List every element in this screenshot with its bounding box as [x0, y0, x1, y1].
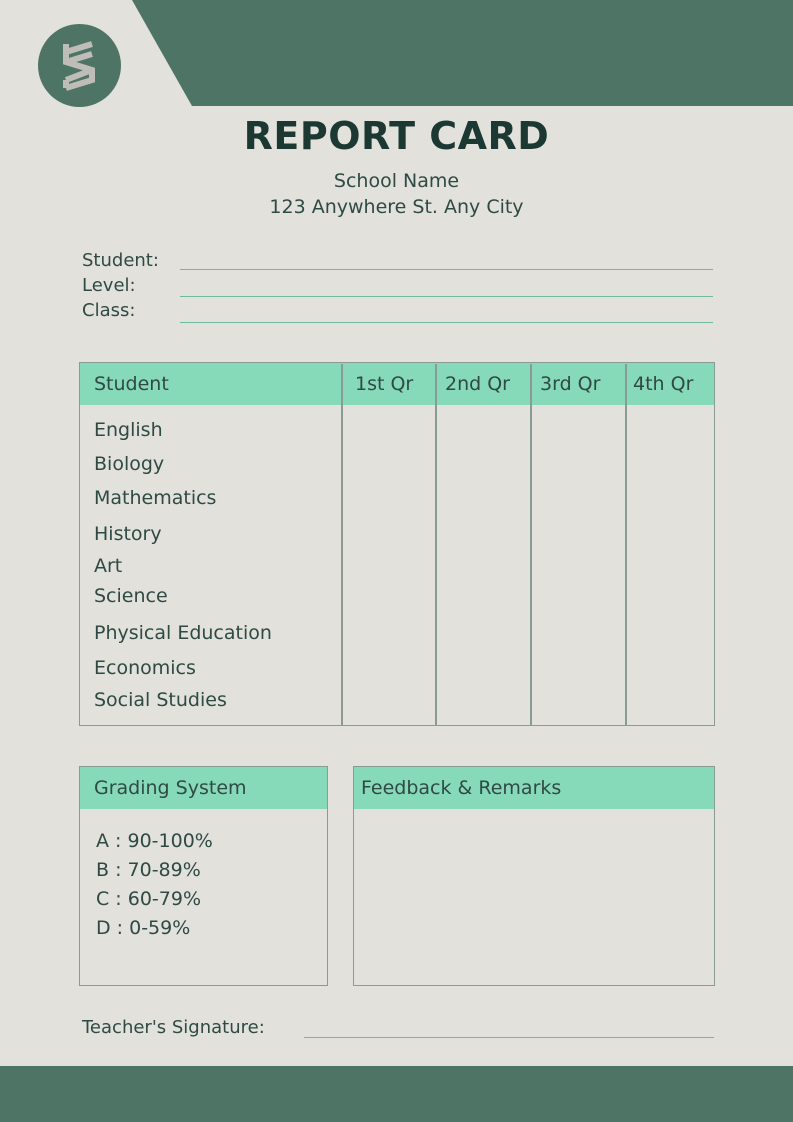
school-address: 123 Anywhere St. Any City	[269, 196, 524, 218]
header-banner	[132, 0, 793, 106]
level-input-line[interactable]	[180, 296, 713, 297]
subject-row: Mathematics	[94, 487, 217, 509]
grade-item: A : 90-100%	[96, 830, 213, 852]
subject-row: Social Studies	[94, 689, 227, 711]
subject-row: History	[94, 523, 162, 545]
subject-row: Biology	[94, 453, 165, 475]
table-header	[80, 363, 714, 405]
column-divider	[341, 364, 343, 725]
column-divider	[625, 364, 627, 725]
grades-table	[79, 362, 715, 726]
header-q2: 2nd Qr	[445, 373, 510, 395]
feedback-box[interactable]	[353, 766, 715, 986]
grade-item: C : 60-79%	[96, 888, 202, 910]
page-title: REPORT CARD	[243, 114, 550, 158]
student-input-line[interactable]	[180, 269, 713, 270]
grading-system-box	[79, 766, 328, 986]
column-divider	[530, 364, 532, 725]
class-label: Class:	[82, 300, 136, 321]
header-q4: 4th Qr	[633, 373, 694, 395]
header-q1: 1st Qr	[355, 373, 414, 395]
grade-item: B : 70-89%	[96, 859, 201, 881]
subject-row: Art	[94, 555, 123, 577]
subject-row: English	[94, 419, 163, 441]
grading-system-title: Grading System	[80, 767, 327, 809]
subject-row: Physical Education	[94, 622, 272, 644]
signature-line[interactable]	[304, 1037, 714, 1038]
column-divider	[435, 364, 437, 725]
capcut-logo-icon	[38, 24, 121, 107]
class-input-line[interactable]	[180, 322, 713, 323]
school-name: School Name	[333, 170, 460, 192]
subject-row: Economics	[94, 657, 196, 679]
feedback-title: Feedback & Remarks	[354, 767, 714, 809]
signature-label: Teacher's Signature:	[82, 1017, 265, 1038]
header-student: Student	[94, 373, 169, 395]
grade-item: D : 0-59%	[96, 917, 191, 939]
level-label: Level:	[82, 275, 136, 296]
student-label: Student:	[82, 250, 159, 271]
header-q3: 3rd Qr	[540, 373, 601, 395]
footer-bar	[0, 1066, 793, 1122]
subject-row: Science	[94, 585, 168, 607]
